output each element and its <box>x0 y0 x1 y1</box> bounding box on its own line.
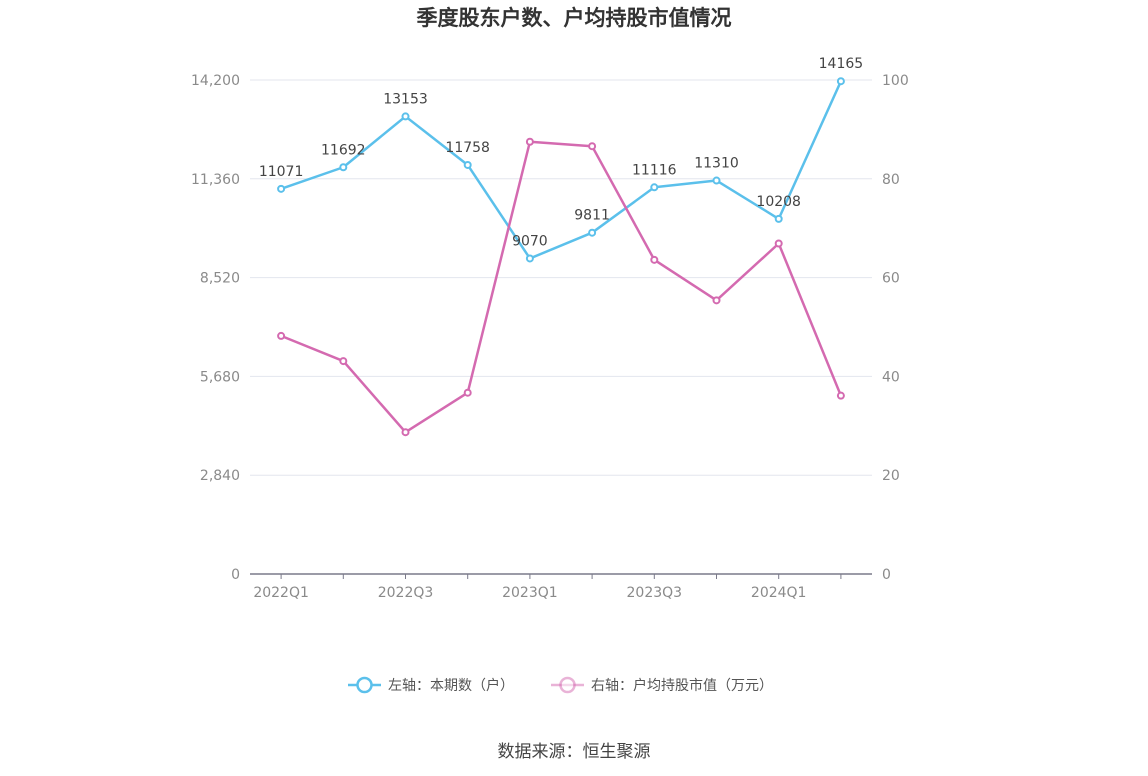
right-axis-tick-label: 80 <box>882 172 900 188</box>
data-label: 13153 <box>383 91 428 107</box>
axes: 0 0 2,840 20 5,680 40 8,520 60 11,360 80 14,200 100… <box>191 73 909 601</box>
data-point <box>774 239 783 248</box>
series-line-avg-value <box>280 140 843 434</box>
data-point <box>401 112 410 121</box>
source-note: 数据来源：恒生聚源 <box>498 742 651 762</box>
data-point <box>277 184 286 193</box>
left-axis-tick-label: 11,360 <box>191 172 240 188</box>
legend-label: 右轴：户均持股市值（万元） <box>591 677 773 694</box>
left-axis-tick-label: 2,840 <box>200 468 240 484</box>
data-point <box>588 228 597 237</box>
data-point <box>339 357 348 366</box>
data-label: 14165 <box>819 56 864 72</box>
legend-marker-icon <box>356 676 373 694</box>
data-label: 11310 <box>694 156 739 172</box>
x-axis-tick-label: 2023Q3 <box>627 585 683 601</box>
legend-item[interactable]: 左轴：本期数（户） <box>348 676 514 694</box>
data-point <box>525 137 534 146</box>
x-axis-tick-label: 2022Q1 <box>253 585 309 601</box>
right-axis-tick-label: 0 <box>882 567 891 583</box>
data-point <box>339 163 348 172</box>
right-axis-tick-label: 100 <box>882 73 909 89</box>
data-point <box>650 255 659 264</box>
series-line-holders <box>280 80 843 260</box>
series-layer: 11071 11692 13153 11758 9070 9811 11116 11310 10… <box>259 56 864 437</box>
x-axis-tick-label: 2024Q1 <box>751 585 807 601</box>
left-axis-tick-label: 5,680 <box>200 369 240 385</box>
left-axis-tick-label: 8,520 <box>200 271 240 287</box>
data-label: 11758 <box>445 140 490 156</box>
data-point <box>277 331 286 340</box>
data-point <box>774 214 783 223</box>
data-point <box>836 77 845 86</box>
data-point <box>401 428 410 437</box>
legend-item[interactable]: 右轴：户均持股市值（万元） <box>551 676 773 694</box>
data-point <box>712 176 721 185</box>
grid <box>250 79 872 476</box>
data-label: 11071 <box>259 164 304 180</box>
data-label: 10208 <box>756 194 801 210</box>
data-label: 11692 <box>321 142 366 158</box>
chart-title: 季度股东户数、户均持股市值情况 <box>417 6 732 30</box>
left-axis-tick-label: 0 <box>231 567 240 583</box>
data-point <box>650 183 659 192</box>
data-point <box>588 142 597 151</box>
legend[interactable]: 左轴：本期数（户） 右轴：户均持股市值（万元） <box>348 676 773 694</box>
data-point <box>463 160 472 169</box>
left-axis-tick-label: 14,200 <box>191 73 240 89</box>
right-axis-tick-label: 60 <box>882 271 900 287</box>
data-label: 9070 <box>512 233 548 249</box>
legend-marker-icon <box>559 676 576 694</box>
x-axis-tick-label: 2022Q3 <box>378 585 434 601</box>
right-axis-tick-label: 20 <box>882 468 900 484</box>
data-label: 9811 <box>574 208 610 224</box>
x-axis-tick-label: 2023Q1 <box>502 585 558 601</box>
right-axis-tick-label: 40 <box>882 369 900 385</box>
data-point <box>463 388 472 397</box>
data-label: 11116 <box>632 162 677 178</box>
data-point <box>836 391 845 400</box>
legend-label: 左轴：本期数（户） <box>388 677 514 694</box>
data-point <box>712 296 721 305</box>
data-point <box>525 254 534 263</box>
